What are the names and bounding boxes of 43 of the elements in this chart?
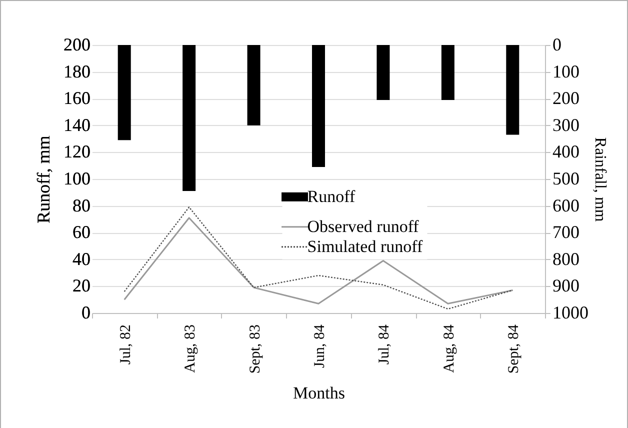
bar [247,45,260,126]
x-axis-title: Months [293,384,345,403]
x-tick-label: Jun, 84 [312,324,328,368]
y2-tick-label: 0 [552,34,562,54]
x-tick-label: Jul, 82 [118,324,134,365]
x-tick-label: Aug, 84 [441,324,458,373]
x-tick-label: Sept, 83 [247,324,264,374]
bar [441,45,454,100]
y2-tick-label: 300 [552,114,580,135]
y-tick-label: 0 [82,302,90,322]
x-tick-label: Aug, 83 [182,324,199,373]
y2-tick-label: 400 [552,142,580,162]
y-tick-label: 60 [72,222,90,242]
y2-tick-label: 800 [552,248,580,269]
y-tick-label: 180 [64,61,90,82]
y-tick-label: 80 [72,195,90,216]
bar [312,45,325,167]
y2-tick-label: 900 [552,276,580,296]
bar [506,45,520,135]
y-tick-label: 140 [64,114,90,135]
y2-tick-label: 200 [552,88,580,108]
y2-tick-label: 100 [552,61,580,82]
line-series [124,217,514,304]
y2-tick-label: 600 [552,195,580,216]
x-tick-label: Jul, 84 [376,324,393,365]
y2-tick-label: 700 [552,222,580,242]
y-tick-label: 200 [64,34,90,54]
legend-label: Simulated runoff [307,236,423,256]
bar [182,45,196,192]
y2-tick-label: 1000 [552,302,588,322]
line-series [124,206,514,310]
y-tick-label: 20 [72,276,90,296]
y-tick-label: 40 [72,248,90,269]
y2-tick-label: 500 [552,168,580,188]
bar [376,45,390,100]
x-tick-label: Sept, 84 [506,324,522,374]
bar [118,45,131,140]
y-tick-label: 120 [64,142,90,162]
legend-label: Observed runoff [307,216,420,236]
y-axis-title: Runoff, mm [34,136,54,224]
y-tick-label: 160 [64,88,90,108]
y2-axis-title: Rainfall, mm [592,137,608,222]
y-tick-label: 100 [64,168,90,188]
